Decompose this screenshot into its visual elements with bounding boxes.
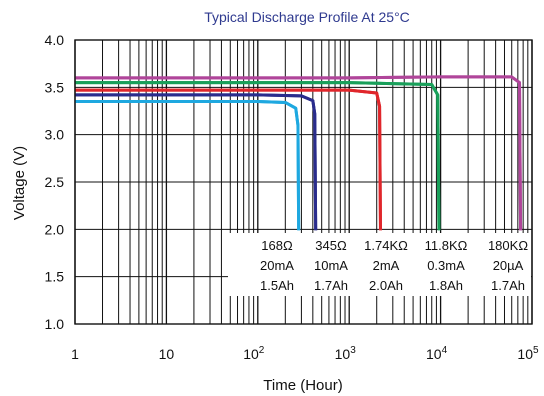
annotation-4-line-3: 1.8Ah [429, 278, 463, 293]
annotation-2-line-2: 10mA [314, 258, 348, 273]
y-tick-label: 2.0 [45, 221, 65, 237]
x-axis-label: Time (Hour) [263, 377, 342, 394]
y-tick-label: 3.0 [45, 127, 65, 143]
annotation-4-line-2: 0.3mA [427, 258, 465, 273]
y-axis-label: Voltage (V) [11, 146, 28, 220]
annotation-1-line-1: 168Ω [261, 238, 293, 253]
series-drop-5 [75, 75, 523, 231]
x-tick-label: 1 [71, 346, 79, 362]
annotation-5-line-3: 1.7Ah [491, 278, 525, 293]
annotation-5-line-1: 180KΩ [488, 238, 528, 253]
x-tick-exponent: 5 [533, 345, 539, 356]
x-tick-label: 10 [159, 346, 175, 362]
annotation-4-line-1: 11.8KΩ [425, 238, 468, 253]
annotation-2-line-3: 1.7Ah [314, 278, 348, 293]
series-drop-3 [75, 88, 382, 231]
series-drop-2 [75, 93, 318, 231]
series-drop-1 [75, 100, 301, 231]
annotation-3-line-2: 2mA [373, 258, 400, 273]
annotation-group: 168Ω 20mA 1.5Ah 345Ω 10mA 1.7Ah 1.74KΩ 2mA 2.0Ah… [75, 75, 531, 296]
series-drop-4 [75, 81, 441, 231]
y-tick-label: 4.0 [45, 32, 65, 48]
plot-frame [74, 39, 533, 325]
y-tick-label: 2.5 [45, 174, 65, 190]
x-tick-exponent: 2 [259, 345, 265, 356]
y-tick-label: 3.5 [45, 79, 65, 95]
x-tick-exponent: 3 [350, 345, 356, 356]
x-tick-exponent: 4 [442, 345, 448, 356]
annotation-1-line-2: 20mA [260, 258, 294, 273]
y-tick-label: 1.0 [45, 316, 65, 332]
annotation-1-line-3: 1.5Ah [260, 278, 294, 293]
annotation-box [228, 233, 531, 296]
annotation-3-line-3: 2.0Ah [369, 278, 403, 293]
y-tick-label: 1.5 [45, 269, 65, 285]
y-tick-labels: 1.0 1.5 2.0 2.5 3.0 3.5 4.0 [45, 32, 65, 332]
annotation-2-line-1: 345Ω [315, 238, 347, 253]
annotation-5-line-2: 20µA [493, 258, 524, 273]
chart-title: Typical Discharge Profile At 25°C [204, 9, 410, 25]
annotation-3-line-1: 1.74KΩ [364, 238, 408, 253]
